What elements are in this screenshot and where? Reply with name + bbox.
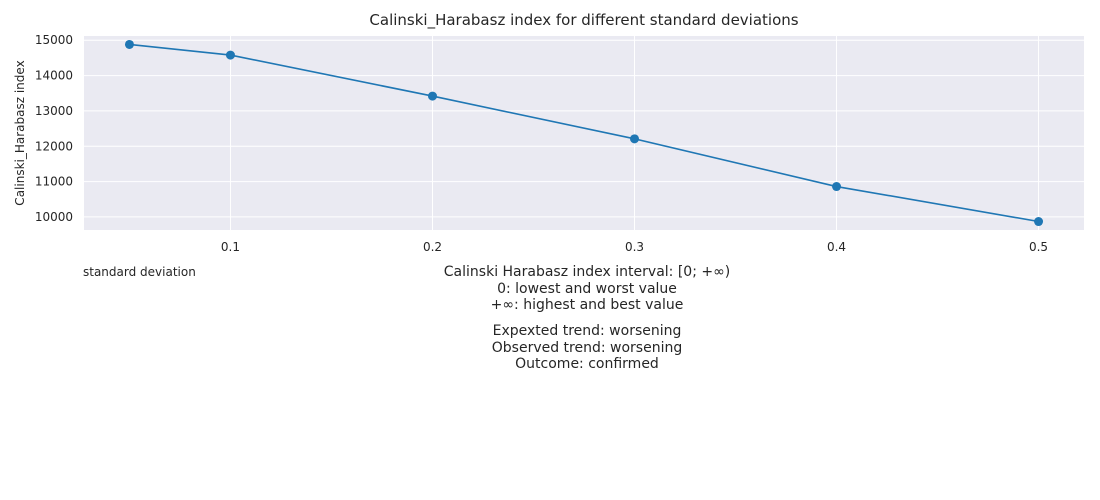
trend-note-line: Expexted trend: worsening: [492, 323, 682, 339]
trend-note-line: Observed trend: worsening: [491, 339, 683, 356]
y-tick-label: 11000: [35, 175, 73, 189]
trend-note-line: Outcome: confirmed: [515, 356, 659, 372]
data-point: [630, 134, 640, 144]
y-tick-label: 10000: [35, 210, 73, 224]
x-tick-label: 0.1: [221, 240, 240, 254]
plot-area: [84, 36, 1084, 230]
x-axis-label: standard deviation: [83, 265, 196, 279]
y-tick-label: 14000: [35, 69, 73, 83]
x-tick-label: 0.5: [1029, 240, 1048, 254]
series-line: [129, 43, 1039, 223]
interval-note-line: 0: lowest and worst value: [497, 280, 677, 297]
y-tick-label: 13000: [35, 104, 73, 118]
data-point: [427, 91, 437, 101]
data-point: [1034, 217, 1044, 227]
y-tick-label: 15000: [35, 33, 73, 47]
x-tick-label: 0.2: [423, 240, 442, 254]
trend-notes: Expexted trend: worsening Observed trend…: [337, 323, 837, 373]
x-tick-label: 0.4: [827, 240, 846, 254]
interval-note-line: Calinski Harabasz index interval: [0; +∞…: [443, 264, 731, 280]
data-point: [124, 39, 134, 49]
interval-note-line: +∞: highest and best value: [490, 297, 684, 313]
interval-notes: Calinski Harabasz index interval: [0; +∞…: [337, 264, 837, 314]
x-tick-label: 0.3: [625, 240, 644, 254]
chart-title: Calinski_Harabasz index for different st…: [369, 11, 799, 29]
y-axis-label: Calinski_Harabasz index: [13, 60, 27, 206]
y-tick-label: 12000: [35, 139, 73, 153]
data-point: [832, 182, 842, 192]
data-point: [225, 50, 235, 60]
